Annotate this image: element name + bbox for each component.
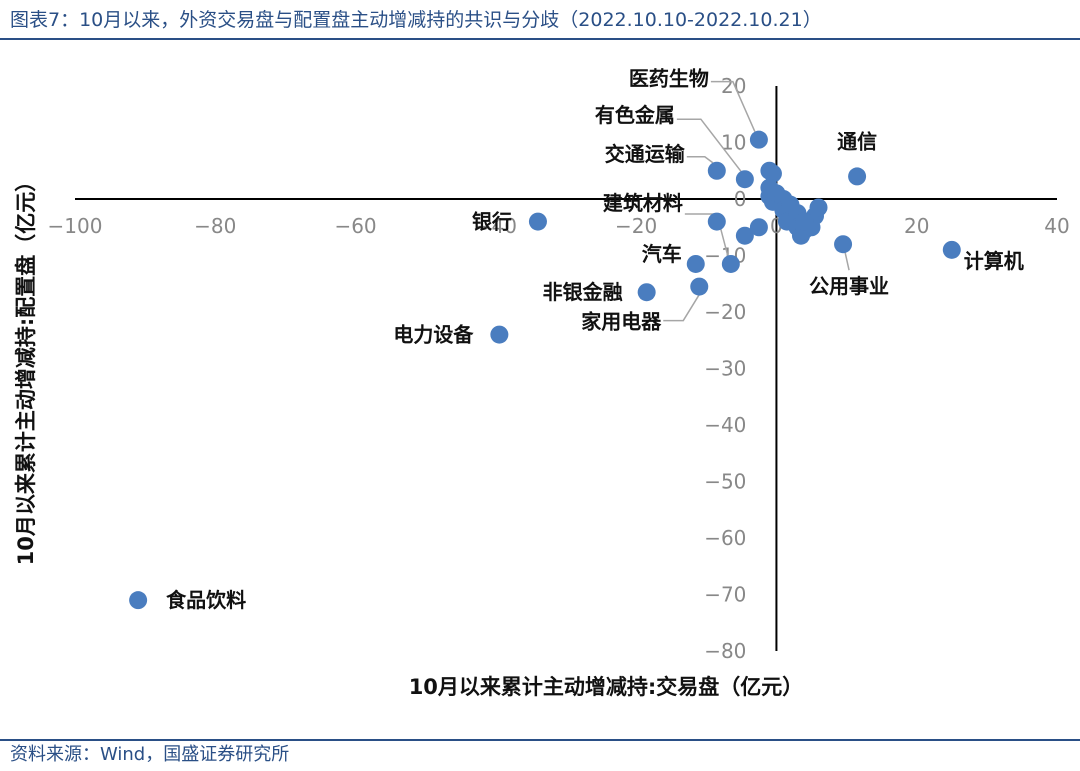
y-tick-label: −60 — [704, 526, 746, 550]
tick-labels: −100 −80 −60 −40 −20 0 20 4020100−10−20−30−40−5… — [48, 74, 1070, 663]
axes — [75, 86, 1057, 651]
x-tick-label: −40 — [475, 214, 517, 238]
y-tick-label: 20 — [721, 74, 746, 98]
data-label: 有色金属 — [595, 103, 675, 127]
x-tick-label: −80 — [194, 214, 236, 238]
y-tick-label: −80 — [704, 639, 746, 663]
y-tick-label: −40 — [704, 413, 746, 437]
data-label: 交通运输 — [605, 142, 686, 166]
data-label: 通信 — [837, 129, 877, 153]
data-points — [129, 130, 961, 610]
data-label: 电力设备 — [393, 323, 474, 347]
data-label: 银行 — [472, 210, 512, 234]
data-point — [834, 235, 853, 254]
x-tick-label: −100 — [48, 214, 103, 238]
title-rule — [0, 38, 1080, 40]
data-point — [490, 325, 509, 344]
y-tick-label: 0 — [734, 187, 747, 211]
data-point — [809, 198, 828, 217]
y-tick-label: −30 — [704, 357, 746, 381]
data-point — [690, 277, 709, 296]
chart-title: 图表7：10月以来，外资交易盘与配置盘主动增减持的共识与分歧（2022.10.1… — [10, 9, 822, 31]
leader-line — [663, 294, 700, 322]
data-point — [942, 240, 961, 259]
leader-line — [686, 156, 714, 164]
scatter-chart: −100 −80 −60 −40 −20 0 20 4020100−10−20−30−40−5… — [14, 67, 1070, 699]
y-tick-label: −50 — [704, 470, 746, 494]
data-point — [721, 254, 740, 273]
data-point — [707, 161, 726, 180]
data-point — [749, 218, 768, 237]
leader-lines — [663, 80, 850, 322]
data-label: 建筑材料 — [603, 191, 683, 215]
data-label: 非银金融 — [543, 280, 623, 304]
data-point — [735, 170, 754, 189]
data-label: 汽车 — [642, 242, 682, 266]
data-point — [795, 212, 814, 231]
x-tick-label: −20 — [615, 214, 657, 238]
data-point — [707, 212, 726, 231]
x-tick-label: −60 — [334, 214, 376, 238]
y-tick-label: −70 — [704, 583, 746, 607]
data-label: 食品饮料 — [166, 588, 246, 612]
data-point — [528, 212, 547, 231]
data-point — [735, 226, 754, 245]
x-tick-label: 40 — [1044, 214, 1069, 238]
source-note: 资料来源：Wind，国盛证券研究所 — [10, 744, 290, 765]
x-tick-label: 20 — [904, 214, 929, 238]
leader-line — [676, 118, 742, 172]
data-point — [749, 130, 768, 149]
leader-line — [844, 252, 850, 271]
data-label: 计算机 — [964, 249, 1024, 273]
data-label: 公用事业 — [809, 274, 889, 298]
data-label: 医药生物 — [629, 67, 709, 91]
data-point — [686, 254, 705, 273]
y-axis-title: 10月以来累计主动增减持:配置盘（亿元） — [14, 171, 38, 566]
data-point — [637, 283, 656, 302]
source-rule — [0, 739, 1080, 741]
data-point — [129, 591, 148, 610]
data-label: 家用电器 — [581, 310, 662, 334]
y-tick-label: −20 — [704, 300, 746, 324]
data-point — [848, 167, 867, 186]
data-point — [763, 164, 782, 183]
leader-line — [710, 80, 756, 132]
x-axis-title: 10月以来累计主动增减持:交易盘（亿元） — [409, 675, 804, 699]
